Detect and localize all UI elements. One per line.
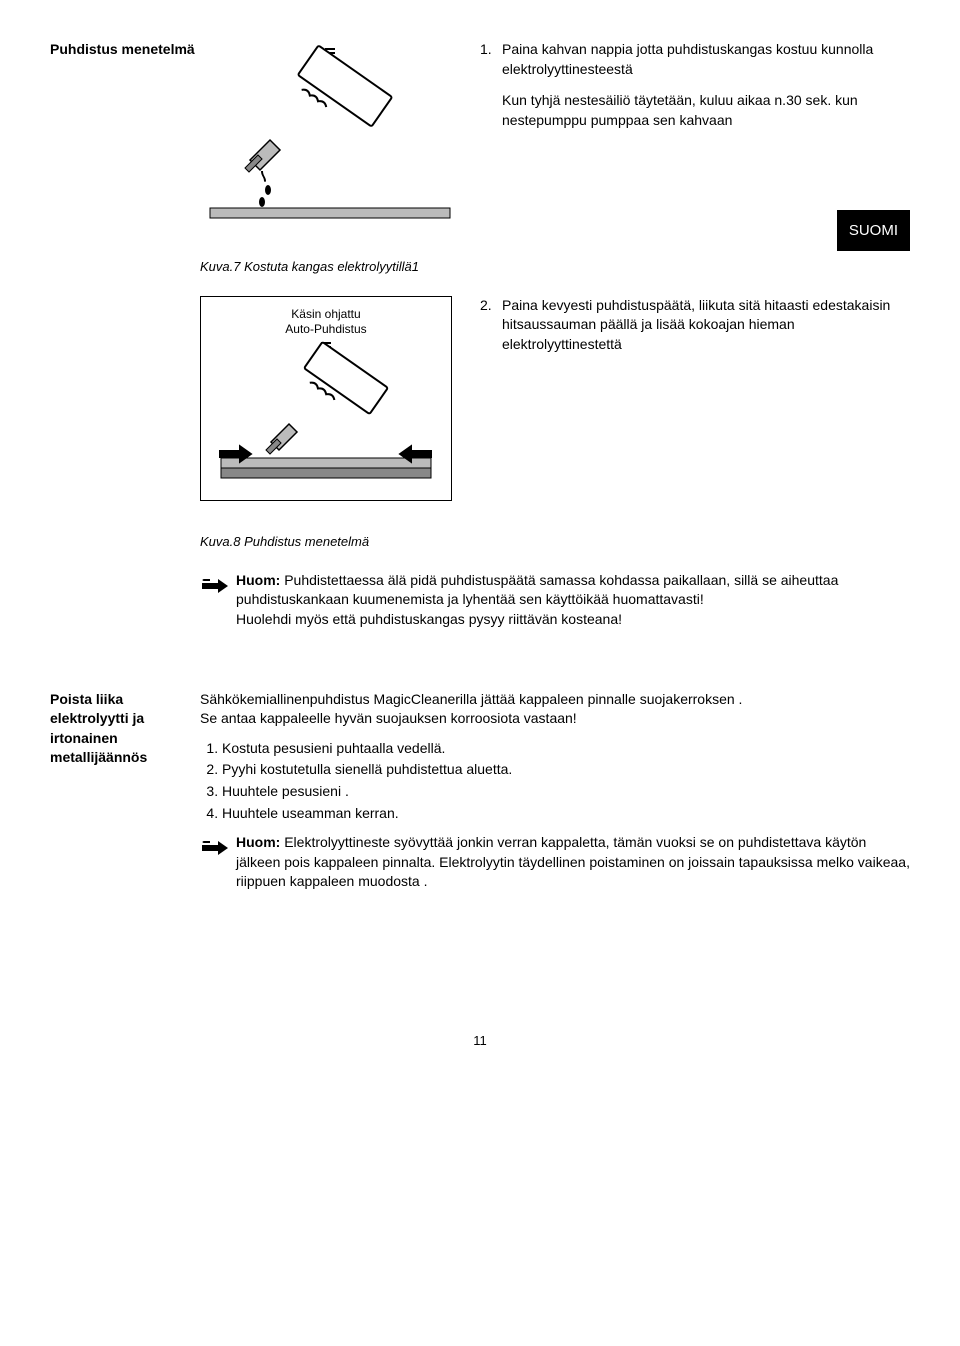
note-text: Huom: Puhdistettaessa älä pidä puhdistus… — [236, 571, 910, 630]
figure-caption: Kuva.8 Puhdistus menetelmä — [200, 533, 910, 551]
intro-line2: Se antaa kappaleelle hyvän suojauksen ko… — [200, 709, 910, 729]
note-text: Huom: Elektrolyyttineste syövyttää jonki… — [236, 833, 910, 892]
list-item: Huuhtele pesusieni . — [222, 782, 910, 802]
section-remove-electrolyte: Poista liika elektrolyytti ja irtonainen… — [50, 690, 910, 912]
figure-8: Käsin ohjattu Auto-Puhdistus — [200, 296, 452, 501]
figure-8-label-line1: Käsin ohjattu — [211, 307, 441, 323]
step-1: 1. Paina kahvan nappia jotta puhdistuska… — [480, 40, 910, 79]
intro-line1: Sähkökemiallinenpuhdistus MagicCleaneril… — [200, 690, 910, 710]
post-clean-steps: Kostuta pesusieni puhtaalla vedellä. Pyy… — [200, 739, 910, 823]
list-item: Huuhtele useamman kerran. — [222, 804, 910, 824]
section-cleaning-method-step2: Käsin ohjattu Auto-Puhdistus — [50, 296, 910, 503]
section-heading: Poista liika elektrolyytti ja irtonainen… — [50, 690, 200, 768]
step-2: 2. Paina kevyesti puhdistuspäätä, liikut… — [480, 296, 910, 355]
note-line2: Huolehdi myös että puhdistuskangas pysyy… — [236, 610, 910, 630]
note-bold: Huom: — [236, 572, 280, 588]
note-body: Elektrolyyttineste syövyttää jonkin verr… — [236, 834, 910, 889]
list-item: Kostuta pesusieni puhtaalla vedellä. — [222, 739, 910, 759]
hand-icon — [200, 833, 236, 892]
figure-8-label-line2: Auto-Puhdistus — [211, 322, 441, 338]
step-1-subtext: Kun tyhjä nestesäiliö täytetään, kuluu a… — [502, 91, 910, 130]
step-number: 2. — [480, 296, 502, 355]
note-2: Huom: Elektrolyyttineste syövyttää jonki… — [200, 833, 910, 892]
step-text: Paina kevyesti puhdistuspäätä, liikuta s… — [502, 296, 910, 355]
section-heading: Puhdistus menetelmä — [50, 40, 200, 60]
page-number: 11 — [50, 1032, 910, 1050]
note-body: Puhdistettaessa älä pidä puhdistuspäätä … — [236, 572, 838, 608]
note-1: Huom: Puhdistettaessa älä pidä puhdistus… — [200, 571, 910, 630]
list-item: Pyyhi kostutetulla sienellä puhdistettua… — [222, 760, 910, 780]
step-text: Paina kahvan nappia jotta puhdistuskanga… — [502, 40, 910, 79]
page: SUOMI Puhdistus menetelmä — [50, 40, 910, 1050]
language-tab: SUOMI — [837, 210, 910, 251]
figure-7-caption-row: Kuva.7 Kostuta kangas elektrolyytillä1 — [200, 258, 910, 276]
figure-7 — [200, 40, 480, 226]
step-number: 1. — [480, 40, 502, 79]
section-cleaning-method: Puhdistus menetelmä — [50, 40, 910, 228]
note-bold: Huom: — [236, 834, 280, 850]
hand-icon — [200, 571, 236, 630]
figure-8-caption-row: Kuva.8 Puhdistus menetelmä Huom: Puhdist… — [200, 533, 910, 630]
figure-caption: Kuva.7 Kostuta kangas elektrolyytillä1 — [200, 258, 910, 276]
